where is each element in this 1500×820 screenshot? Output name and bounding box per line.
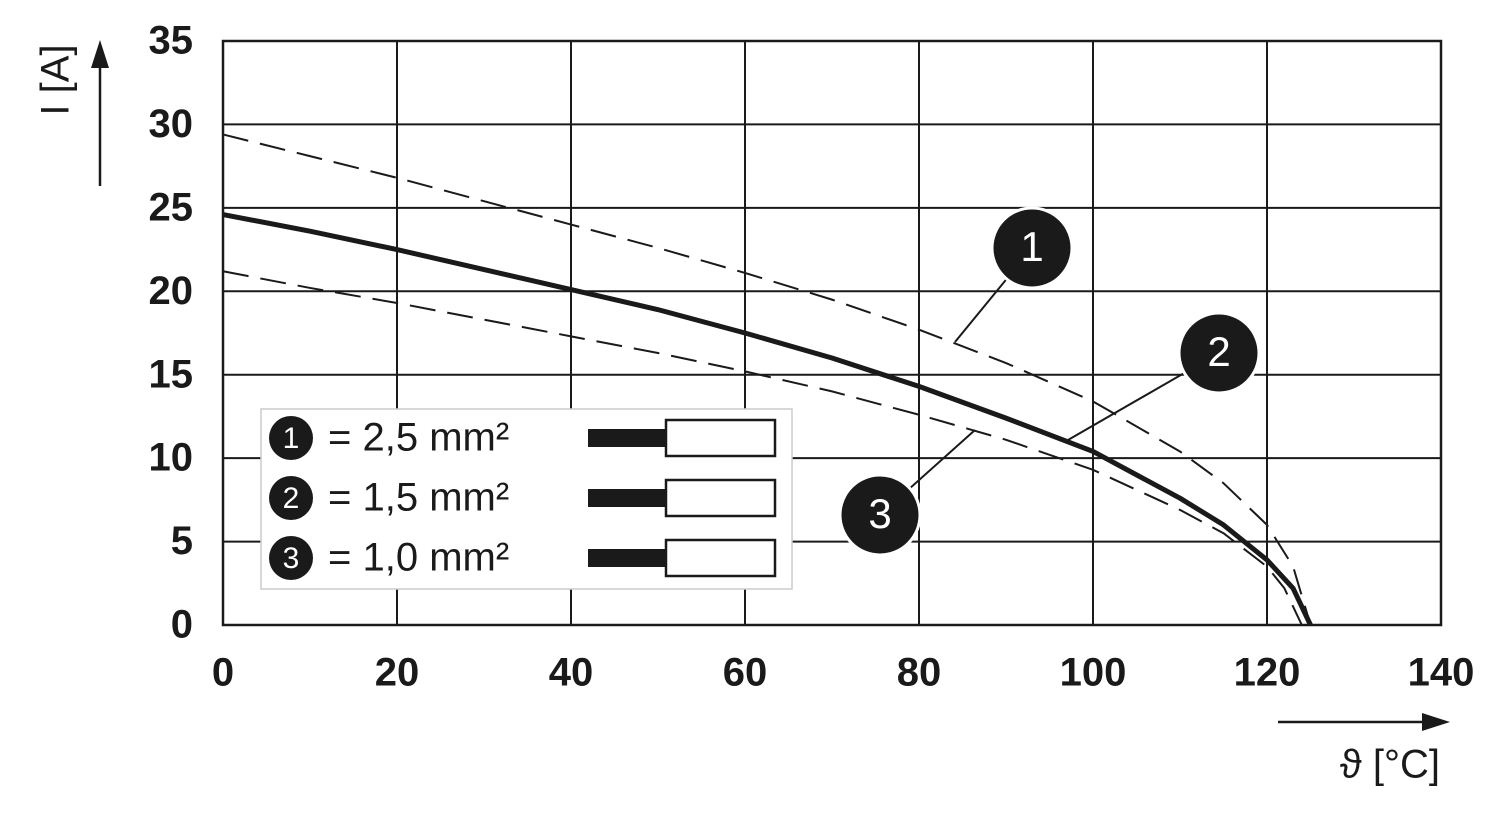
x-tick-label: 0	[212, 651, 234, 695]
x-arrow-head	[1422, 713, 1450, 731]
x-tick-label: 140	[1408, 651, 1475, 695]
legend: 1 = 2,5 mm² 2 = 1,5 mm² 3 = 1,0 mm²	[260, 408, 793, 590]
plot-frame	[221, 39, 1443, 627]
legend-badge	[269, 476, 313, 520]
x-tick-label: 40	[549, 651, 594, 695]
y-tick-label: 15	[149, 352, 194, 396]
x-tick-label: 120	[1234, 651, 1301, 695]
callout-number: 1	[1020, 223, 1043, 270]
y-tick-label: 0	[171, 603, 193, 647]
callouts: 1 2 3	[838, 206, 1261, 557]
callout-number: 3	[868, 490, 891, 537]
legend-badge-number: 3	[283, 542, 300, 575]
callout-badge	[838, 473, 922, 557]
legend-badge	[269, 416, 313, 460]
x-axis-label: ϑ [°C]	[1340, 743, 1440, 787]
legend-label: = 1,0 mm²	[328, 536, 509, 580]
y-tick-label: 10	[149, 436, 194, 480]
legend-badge	[269, 536, 313, 580]
y-axis-label: I [A]	[34, 44, 78, 115]
y-arrow-head	[91, 40, 109, 68]
y-tick-label: 25	[149, 185, 194, 229]
x-tick-label: 20	[375, 651, 420, 695]
lines	[222, 133, 1313, 627]
y-tick-label: 20	[149, 269, 194, 313]
legend-badge-number: 2	[283, 482, 300, 515]
callout-number: 2	[1207, 328, 1230, 375]
y-tick-label: 35	[149, 19, 194, 63]
cable-insulation	[664, 538, 777, 578]
cable-core	[588, 429, 666, 447]
y-tick-label: 5	[171, 519, 193, 563]
legend-label: = 2,5 mm²	[328, 416, 509, 460]
callout-badge	[990, 206, 1074, 290]
x-tick-label: 80	[897, 651, 942, 695]
legend-badge-number: 1	[283, 422, 300, 455]
series-line	[222, 212, 1313, 627]
series-line	[222, 270, 1303, 626]
x-tick-label: 60	[723, 651, 768, 695]
cable-insulation	[664, 418, 777, 458]
cable-core	[588, 549, 666, 567]
cable-insulation	[664, 478, 777, 518]
x-tick-label: 100	[1060, 651, 1127, 695]
cable-core	[588, 489, 666, 507]
callout-badge	[1177, 311, 1261, 395]
legend-label: = 1,5 mm²	[328, 476, 509, 520]
y-tick-label: 30	[149, 102, 194, 146]
